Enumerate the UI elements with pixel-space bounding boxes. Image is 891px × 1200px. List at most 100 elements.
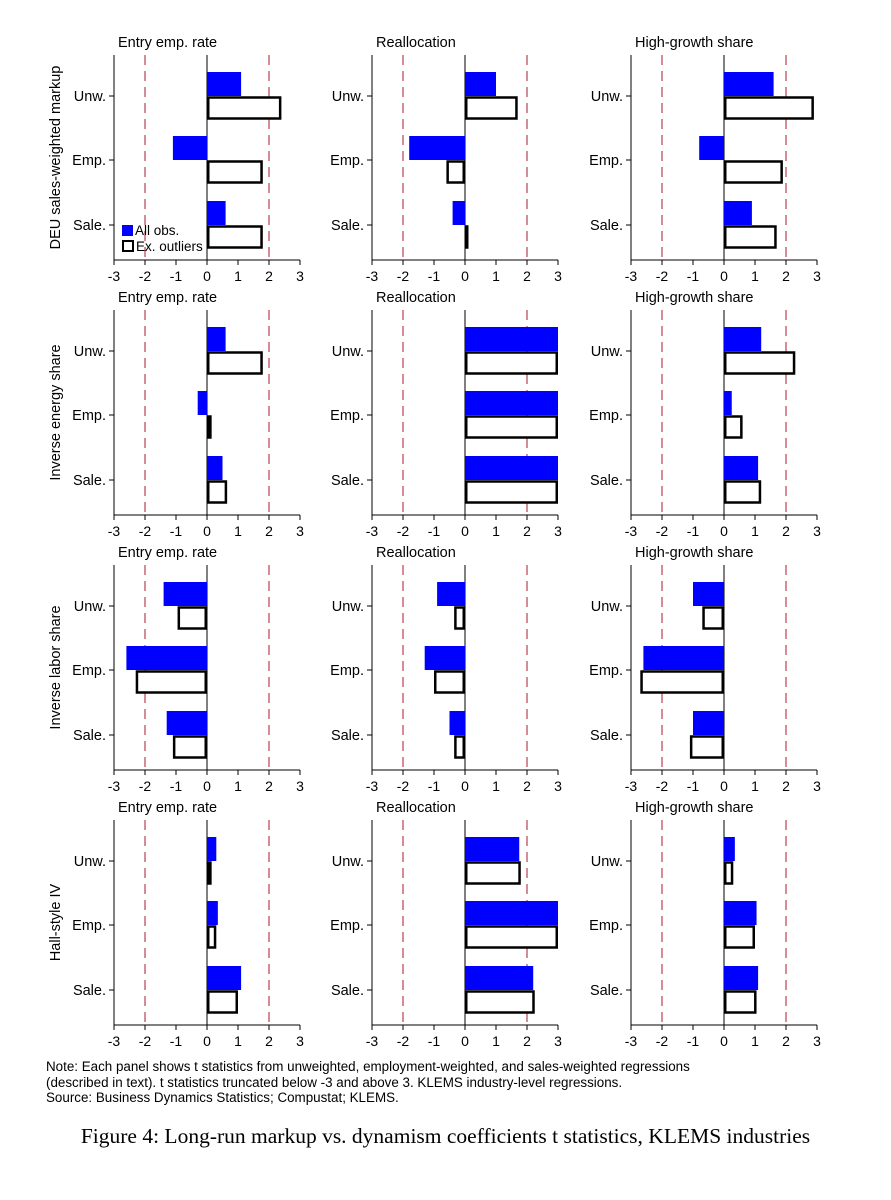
panel-title: High-growth share — [635, 290, 753, 306]
category-label: Sale. — [73, 218, 106, 234]
bar-all-obs — [172, 136, 207, 160]
bar-all-obs — [724, 837, 735, 861]
x-tick-label: -3 — [625, 268, 638, 284]
x-tick-label: 3 — [296, 268, 304, 284]
bar-ex-outliers — [207, 990, 238, 1014]
x-tick-label: -2 — [656, 523, 669, 539]
bar-all-obs — [207, 901, 218, 925]
bar-all-obs — [465, 391, 558, 415]
x-tick-label: 0 — [461, 1033, 469, 1049]
bar-all-obs — [424, 646, 465, 670]
category-label: Emp. — [589, 918, 623, 934]
x-tick-label: -2 — [139, 1033, 152, 1049]
category-label: Emp. — [330, 663, 364, 679]
bar-ex-outliers — [454, 606, 465, 630]
category-label: Sale. — [331, 473, 364, 489]
x-tick-label: 2 — [523, 1033, 531, 1049]
category-label: Emp. — [72, 663, 106, 679]
bar-all-obs — [465, 72, 496, 96]
category-label: Emp. — [330, 408, 364, 424]
bar-all-obs — [207, 201, 226, 225]
bar-ex-outliers — [465, 415, 558, 439]
panel-title: Reallocation — [376, 800, 456, 816]
x-tick-label: -1 — [170, 778, 183, 794]
panel-title: Reallocation — [376, 545, 456, 561]
panel-title: High-growth share — [635, 545, 753, 561]
bar-all-obs — [724, 456, 759, 480]
panel-title: Entry emp. rate — [118, 290, 217, 306]
x-tick-label: -2 — [397, 268, 410, 284]
bar-all-obs — [166, 711, 207, 735]
x-tick-label: 3 — [554, 523, 562, 539]
x-tick-label: -3 — [108, 268, 121, 284]
category-label: Unw. — [591, 344, 623, 360]
bar-all-obs — [724, 391, 732, 415]
bar-all-obs — [465, 966, 534, 990]
x-tick-label: -1 — [428, 1033, 441, 1049]
x-tick-label: 2 — [782, 523, 790, 539]
note-line-1: Note: Each panel shows t statistics from… — [46, 1059, 690, 1074]
bar-all-obs — [724, 327, 762, 351]
panel-title: Entry emp. rate — [118, 35, 217, 51]
bar-all-obs — [452, 201, 465, 225]
bar-all-obs — [207, 456, 223, 480]
category-label: Emp. — [589, 408, 623, 424]
x-tick-label: -1 — [428, 523, 441, 539]
category-label: Unw. — [74, 89, 106, 105]
x-tick-label: -3 — [625, 1033, 638, 1049]
bar-ex-outliers — [724, 225, 777, 249]
bar-all-obs — [724, 901, 757, 925]
x-tick-label: 0 — [203, 1033, 211, 1049]
x-tick-label: 0 — [203, 523, 211, 539]
note-line-3: Source: Business Dynamics Statistics; Co… — [46, 1090, 399, 1105]
x-tick-label: -1 — [170, 523, 183, 539]
category-label: Sale. — [73, 983, 106, 999]
bar-ex-outliers — [207, 160, 263, 184]
category-label: Unw. — [332, 854, 364, 870]
bar-ex-outliers — [724, 861, 734, 885]
x-tick-label: -3 — [366, 523, 379, 539]
bar-ex-outliers — [207, 861, 212, 885]
x-tick-label: -1 — [170, 268, 183, 284]
x-tick-label: 2 — [265, 268, 273, 284]
x-tick-label: 2 — [782, 1033, 790, 1049]
x-tick-label: 1 — [492, 523, 500, 539]
bar-ex-outliers — [172, 735, 207, 759]
x-tick-label: 3 — [554, 268, 562, 284]
x-tick-label: -1 — [428, 778, 441, 794]
x-tick-label: 3 — [554, 1033, 562, 1049]
bar-all-obs — [207, 72, 242, 96]
bar-ex-outliers — [724, 480, 762, 504]
bar-all-obs — [724, 72, 774, 96]
x-tick-label: -2 — [139, 778, 152, 794]
x-tick-label: 2 — [782, 268, 790, 284]
bar-ex-outliers — [724, 351, 796, 375]
bar-all-obs — [207, 327, 226, 351]
bar-ex-outliers — [207, 351, 263, 375]
category-label: Emp. — [72, 918, 106, 934]
x-tick-label: -3 — [366, 1033, 379, 1049]
bar-all-obs — [465, 456, 558, 480]
x-tick-label: -2 — [656, 1033, 669, 1049]
bar-all-obs — [693, 711, 724, 735]
bar-all-obs — [409, 136, 465, 160]
bar-all-obs — [163, 582, 207, 606]
bar-ex-outliers — [724, 990, 757, 1014]
bar-all-obs — [643, 646, 724, 670]
x-tick-label: 3 — [813, 778, 821, 794]
panel-title: High-growth share — [635, 800, 753, 816]
category-label: Unw. — [74, 854, 106, 870]
category-label: Unw. — [591, 89, 623, 105]
x-tick-label: 2 — [523, 778, 531, 794]
bar-ex-outliers — [446, 160, 465, 184]
bar-all-obs — [724, 201, 752, 225]
x-tick-label: 2 — [523, 268, 531, 284]
x-tick-label: -3 — [625, 523, 638, 539]
bar-all-obs — [465, 837, 520, 861]
x-tick-label: 1 — [492, 268, 500, 284]
bar-ex-outliers — [465, 480, 558, 504]
bar-ex-outliers — [689, 735, 725, 759]
x-tick-label: -1 — [687, 523, 700, 539]
x-tick-label: 0 — [720, 523, 728, 539]
category-label: Emp. — [72, 153, 106, 169]
